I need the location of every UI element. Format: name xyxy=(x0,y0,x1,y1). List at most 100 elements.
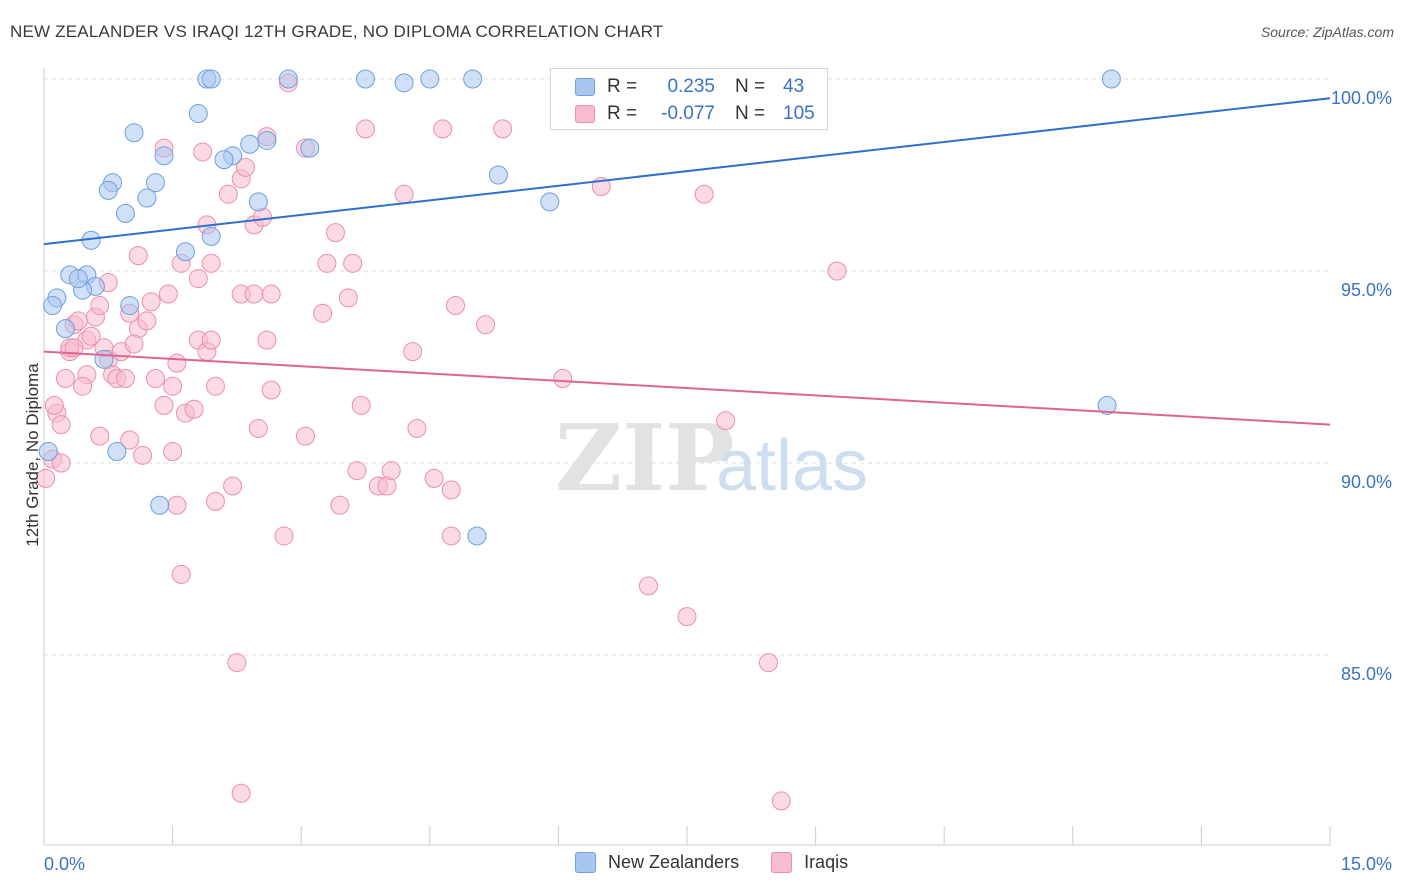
iraqi-point xyxy=(201,253,221,273)
new-zealander-point xyxy=(394,73,414,93)
iraqi-point xyxy=(231,783,251,803)
iraqi-point xyxy=(433,119,453,139)
iraqi-point xyxy=(158,284,178,304)
zipatlas-watermark: ZIP atlas xyxy=(555,404,868,512)
iraqi-point xyxy=(141,292,161,312)
new-zealander-point xyxy=(150,495,170,515)
iraqi-point xyxy=(227,653,247,673)
iraqi-point xyxy=(205,376,225,396)
new-zealander-point xyxy=(154,146,174,166)
iraqi-point xyxy=(137,311,157,331)
legend-r-label: R = xyxy=(607,76,638,97)
new-zealander-point xyxy=(463,69,483,89)
legend-r-label: R = xyxy=(607,103,638,124)
iraqi-point xyxy=(163,441,183,461)
series-iraqis-points xyxy=(36,73,847,811)
new-zealander-point xyxy=(68,269,88,289)
iraqi-point xyxy=(115,369,135,389)
new-zealander-point xyxy=(115,203,135,223)
iraqi-point xyxy=(313,303,333,323)
trend-line-iraqis xyxy=(43,350,1331,426)
legend-swatch-pink xyxy=(771,852,793,873)
iraqi-point xyxy=(638,576,658,596)
iraqi-point xyxy=(90,296,110,316)
iraqi-point xyxy=(677,607,697,627)
legend-n-value: 105 xyxy=(783,103,815,124)
iraqi-point xyxy=(441,526,461,546)
iraqi-point xyxy=(493,119,513,139)
iraqi-point xyxy=(51,453,71,473)
iraqi-point xyxy=(261,284,281,304)
iraqi-point xyxy=(330,495,350,515)
iraqi-point xyxy=(188,269,208,289)
stats-legend: R = 0.235 N = 43 R = -0.077 N = 105 xyxy=(550,68,828,130)
iraqi-point xyxy=(758,653,778,673)
iraqi-point xyxy=(36,468,56,488)
new-zealander-point xyxy=(175,242,195,262)
new-zealander-point xyxy=(240,134,260,154)
iraqi-point xyxy=(55,369,75,389)
legend-row-new-zealanders: R = 0.235 N = 43 xyxy=(575,73,831,101)
series-legend: New Zealanders Iraqis xyxy=(575,852,880,873)
iraqi-point xyxy=(145,369,165,389)
new-zealander-point xyxy=(43,296,63,316)
iraqi-point xyxy=(128,246,148,266)
new-zealander-point xyxy=(356,69,375,89)
legend-swatch-blue xyxy=(575,852,596,873)
legend-r-value: -0.077 xyxy=(661,103,715,124)
iraqi-point xyxy=(295,426,315,446)
iraqi-point xyxy=(553,369,573,389)
new-zealander-point xyxy=(55,319,75,339)
iraqi-point xyxy=(394,184,414,204)
new-zealander-point xyxy=(1101,69,1121,89)
legend-r-value: 0.235 xyxy=(667,76,715,97)
iraqi-point xyxy=(120,430,140,450)
new-zealander-point xyxy=(300,138,320,158)
iraqi-point xyxy=(257,330,277,350)
new-zealander-point xyxy=(278,69,298,89)
iraqi-point xyxy=(184,399,204,419)
watermark-zip: ZIP xyxy=(555,404,734,512)
iraqi-point xyxy=(167,495,187,515)
new-zealander-point xyxy=(540,192,560,212)
iraqi-point xyxy=(248,418,268,438)
iraqi-point xyxy=(223,476,243,496)
iraqi-point xyxy=(73,376,93,396)
legend-label-new-zealanders: New Zealanders xyxy=(608,852,740,872)
new-zealander-point xyxy=(124,123,144,143)
iraqi-point xyxy=(343,253,363,273)
iraqi-point xyxy=(154,395,174,415)
y-tick-label: 95.0% xyxy=(1341,280,1392,300)
iraqi-point xyxy=(205,491,225,511)
y-tick-label: 90.0% xyxy=(1341,472,1392,492)
new-zealander-point xyxy=(214,150,234,170)
iraqi-point xyxy=(163,376,183,396)
new-zealander-point xyxy=(201,69,221,89)
new-zealander-point xyxy=(257,130,277,150)
new-zealander-point xyxy=(420,69,440,89)
new-zealander-point xyxy=(120,296,140,316)
legend-item-iraqis: Iraqis xyxy=(771,852,848,873)
legend-n-label: N = xyxy=(735,76,766,97)
iraqi-point xyxy=(338,288,358,308)
iraqi-point xyxy=(403,342,423,362)
iraqi-point xyxy=(90,426,110,446)
iraqi-point xyxy=(446,296,466,316)
new-zealander-point xyxy=(201,226,221,246)
iraqi-point xyxy=(351,395,371,415)
tick-labels: 100.0% 95.0% 90.0% 85.0% 0.0% 15.0% xyxy=(44,88,1392,874)
new-zealander-point xyxy=(1097,395,1117,415)
x-tick-label: 15.0% xyxy=(1341,854,1392,874)
iraqi-point xyxy=(317,253,337,273)
new-zealander-point xyxy=(145,173,165,193)
iraqi-point xyxy=(201,330,221,350)
source-credit: Source: ZipAtlas.com xyxy=(1260,24,1394,40)
iraqi-point xyxy=(133,445,153,465)
iraqi-point xyxy=(274,526,294,546)
y-axis-label: 12th Grade, No Diploma xyxy=(23,363,42,547)
iraqi-point xyxy=(716,411,736,431)
trend-line-new-zealanders xyxy=(43,97,1331,246)
watermark-atlas: atlas xyxy=(716,426,868,506)
new-zealander-point xyxy=(98,180,118,200)
